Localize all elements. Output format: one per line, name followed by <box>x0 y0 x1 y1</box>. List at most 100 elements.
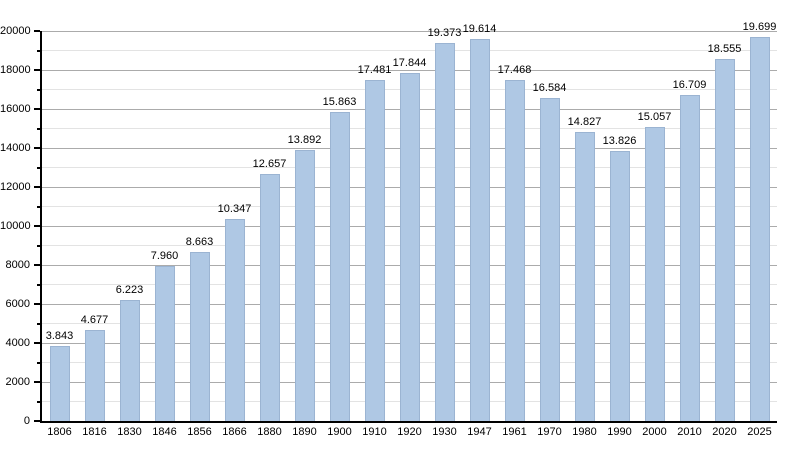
bar-1920 <box>399 73 420 421</box>
x-axis-tick-label: 1910 <box>362 426 387 438</box>
bar-value-label: 17.844 <box>392 57 427 70</box>
gridline-major <box>42 69 777 71</box>
x-axis-tick-label: 2025 <box>747 426 772 438</box>
x-axis-tick-label: 1816 <box>82 426 107 438</box>
y-axis-major-tick <box>34 303 40 305</box>
bar-value-label: 15.057 <box>637 111 672 124</box>
bar-1856 <box>189 252 210 421</box>
x-axis-tick-label: 1990 <box>607 426 632 438</box>
y-axis-tick-label: 0 <box>23 414 30 427</box>
y-axis-tick-label: 2000 <box>5 375 30 388</box>
bar-value-label: 12.657 <box>252 158 287 171</box>
bar-1900 <box>329 111 350 421</box>
gridline-minor <box>42 50 777 51</box>
gridline-major <box>42 30 777 32</box>
y-axis-major-tick <box>34 381 40 383</box>
bar-value-label: 15.863 <box>322 95 357 108</box>
bar-2025 <box>749 36 770 421</box>
y-axis-major-tick <box>34 147 40 149</box>
bar-value-label: 13.826 <box>602 135 637 148</box>
x-axis-tick-label: 1866 <box>222 426 247 438</box>
x-axis-tick-label: 1890 <box>292 426 317 438</box>
bar-1816 <box>84 329 105 421</box>
y-axis-minor-tick <box>37 88 40 91</box>
x-axis-tick-label: 2020 <box>712 426 737 438</box>
y-axis-major-tick <box>34 30 40 32</box>
y-axis-major-tick <box>34 264 40 266</box>
y-axis-tick-label: 16000 <box>0 102 31 115</box>
bar-value-label: 19.373 <box>427 27 462 40</box>
x-axis-tick-label: 1970 <box>537 426 562 438</box>
bar-1880 <box>259 174 280 421</box>
y-axis-tick-label: 18000 <box>0 63 31 76</box>
bar-1961 <box>504 80 525 421</box>
bar-1970 <box>539 97 560 421</box>
y-axis-tick-label: 14000 <box>0 141 31 154</box>
x-axis-tick-label: 1880 <box>257 426 282 438</box>
x-axis-tick-label: 1980 <box>572 426 597 438</box>
y-axis-major-tick <box>34 108 40 110</box>
bar-1806 <box>49 346 70 421</box>
y-axis-minor-tick <box>37 244 40 247</box>
y-axis-minor-tick <box>37 205 40 208</box>
bar-value-label: 8.663 <box>185 236 214 249</box>
bar-2000 <box>644 127 665 421</box>
y-axis-major-tick <box>34 69 40 71</box>
x-axis-tick-label: 1947 <box>467 426 492 438</box>
y-axis-minor-tick <box>37 166 40 169</box>
y-axis-major-tick <box>34 186 40 188</box>
bar-1980 <box>574 131 595 421</box>
bar-value-label: 19.614 <box>462 22 497 35</box>
bar-value-label: 16.584 <box>532 81 567 94</box>
y-axis-major-tick <box>34 342 40 344</box>
bar-value-label: 17.481 <box>357 64 392 77</box>
bar-1990 <box>609 151 630 421</box>
bar-value-label: 13.892 <box>287 134 322 147</box>
bar-value-label: 4.677 <box>80 313 109 326</box>
y-axis-tick-label: 6000 <box>5 297 30 310</box>
bar-value-label: 10.347 <box>217 203 252 216</box>
x-axis-line <box>40 421 777 423</box>
x-axis-tick-label: 1900 <box>327 426 352 438</box>
x-axis-tick-label: 1806 <box>47 426 72 438</box>
x-axis-tick-label: 2010 <box>677 426 702 438</box>
bar-value-label: 16.709 <box>672 79 707 92</box>
bar-value-label: 14.827 <box>567 115 602 128</box>
x-axis-tick-label: 1961 <box>502 426 527 438</box>
bar-value-label: 7.960 <box>150 249 179 262</box>
y-axis-tick-label: 8000 <box>5 258 30 271</box>
bar-1910 <box>364 80 385 421</box>
y-axis-minor-tick <box>37 49 40 52</box>
x-axis-tick-label: 1846 <box>152 426 177 438</box>
bar-value-label: 19.699 <box>742 20 777 33</box>
x-axis-tick-label: 1930 <box>432 426 457 438</box>
bar-value-label: 18.555 <box>707 43 742 56</box>
bar-1930 <box>434 43 455 421</box>
y-axis-major-tick <box>34 420 40 422</box>
y-axis-tick-label: 12000 <box>0 180 31 193</box>
y-axis-tick-label: 4000 <box>5 336 30 349</box>
bar-value-label: 3.843 <box>45 330 74 343</box>
bar-value-label: 6.223 <box>115 283 144 296</box>
x-axis-tick-label: 1920 <box>397 426 422 438</box>
y-axis-minor-tick <box>37 361 40 364</box>
x-axis-tick-label: 1830 <box>117 426 142 438</box>
y-axis-minor-tick <box>37 283 40 286</box>
bar-value-label: 17.468 <box>497 64 532 77</box>
y-axis-line <box>40 31 42 423</box>
bar-1890 <box>294 150 315 421</box>
bar-2010 <box>679 95 700 421</box>
x-axis-tick-label: 2000 <box>642 426 667 438</box>
y-axis-major-tick <box>34 225 40 227</box>
x-axis-tick-label: 1856 <box>187 426 212 438</box>
y-axis-minor-tick <box>37 400 40 403</box>
bar-1866 <box>224 219 245 421</box>
bar-1830 <box>119 299 140 421</box>
y-axis-minor-tick <box>37 127 40 130</box>
y-axis-tick-label: 10000 <box>0 219 31 232</box>
y-axis-minor-tick <box>37 322 40 325</box>
bar-1947 <box>469 38 490 421</box>
y-axis-tick-label: 20000 <box>0 24 31 37</box>
bar-1846 <box>154 265 175 421</box>
